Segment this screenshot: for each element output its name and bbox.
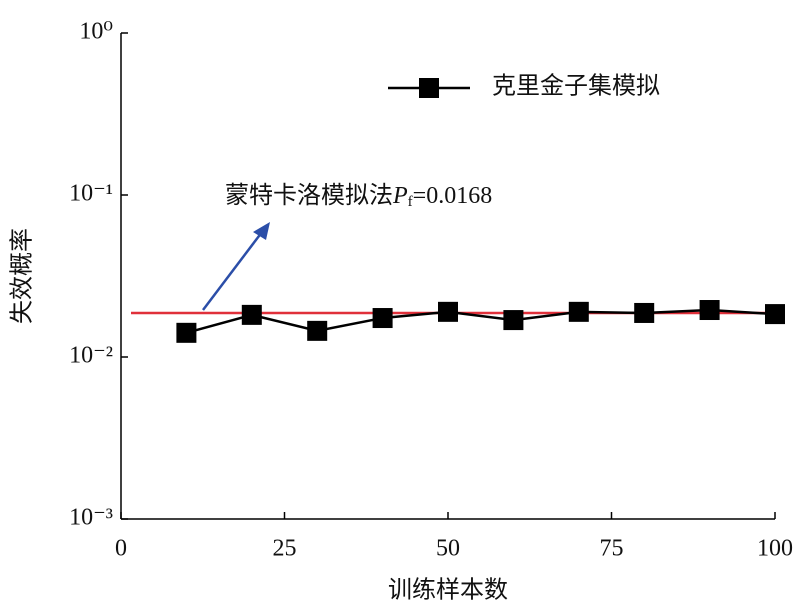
data-point <box>634 302 655 323</box>
data-point <box>176 322 197 343</box>
data-point <box>568 301 589 322</box>
data-point <box>503 310 524 331</box>
y-tick-label: 10⁻³ <box>69 505 113 531</box>
y-axis-label: 失效概率 <box>9 228 36 324</box>
annotation-value: =0.0168 <box>413 183 493 209</box>
annotation-subscript: f <box>408 194 413 210</box>
data-line <box>186 308 776 335</box>
data-point <box>765 304 785 325</box>
annotation-text: 蒙特卡洛模拟法 <box>225 182 393 209</box>
data-point <box>699 300 720 321</box>
x-axis-label: 训练样本数 <box>388 577 508 604</box>
x-tick-label: 50 <box>436 536 460 562</box>
legend-label: 克里金子集模拟 <box>492 73 660 100</box>
arrow-head <box>253 222 270 240</box>
data-point <box>438 301 458 322</box>
y-tick-label: 10⁻² <box>69 343 113 369</box>
x-tick-label: 0 <box>115 536 127 562</box>
x-tick-label: 75 <box>600 536 624 562</box>
y-tick-label: 10⁰ <box>79 19 113 45</box>
annotation: 蒙特卡洛模拟法Pf=0.0168 <box>225 182 492 211</box>
annotation-arrow <box>202 231 263 311</box>
data-point <box>372 308 393 329</box>
y-tick-label: 10⁻¹ <box>69 181 113 207</box>
x-tick-label: 100 <box>757 536 793 562</box>
x-tick-label: 25 <box>273 536 297 562</box>
legend-marker <box>419 78 439 98</box>
annotation-symbol: P <box>392 183 408 209</box>
data-point <box>307 320 328 341</box>
data-point <box>241 304 262 325</box>
